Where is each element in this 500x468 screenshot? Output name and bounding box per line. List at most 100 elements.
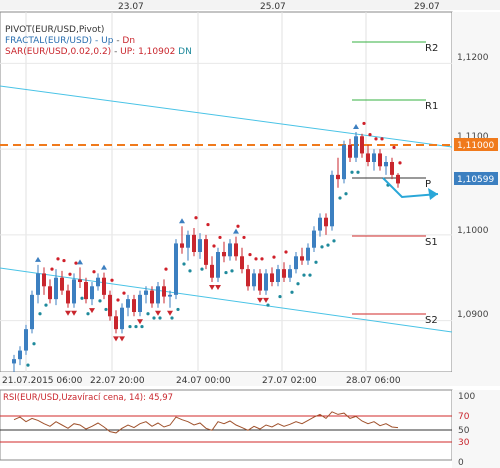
- candle-body: [246, 269, 250, 287]
- date-axis-label: 22.07 20:00: [90, 376, 145, 386]
- candle-body: [174, 243, 178, 295]
- sar-dot: [32, 342, 36, 346]
- rsi-panel[interactable]: [0, 389, 453, 461]
- candle-body: [102, 277, 106, 295]
- s2-label: S2: [425, 315, 438, 326]
- candle-body: [342, 144, 346, 180]
- sar-dot: [332, 239, 336, 243]
- horizontal-grid: [0, 62, 452, 322]
- sar-dot: [122, 291, 126, 295]
- sar-dot: [278, 294, 282, 299]
- candle-body: [168, 294, 172, 297]
- fractal-up-icon: [77, 259, 83, 265]
- fractal-legend: FRACTAL(EUR/USD) - Up - Dn: [5, 36, 135, 46]
- sar-dot: [272, 255, 276, 259]
- sar-dot: [92, 270, 96, 274]
- date-axis-label: 21.07.2015 06:00: [2, 376, 83, 386]
- sar-dot: [254, 257, 258, 261]
- lower-trendline[interactable]: [0, 267, 453, 333]
- candle-body: [390, 162, 394, 175]
- candle-body: [72, 279, 76, 304]
- sar-dot: [152, 316, 156, 320]
- arrow-head-icon: [428, 188, 438, 200]
- sar-dot: [398, 161, 402, 165]
- candle-body: [180, 243, 184, 248]
- candle-body: [126, 299, 130, 308]
- current-price-label: 1,10599: [457, 175, 494, 185]
- sar-dot: [296, 282, 300, 286]
- sar-dot: [290, 290, 294, 294]
- candle-body: [294, 256, 298, 270]
- fractal-up-icon: [233, 228, 239, 234]
- candle-body: [12, 359, 16, 364]
- fractal-down-icon: [113, 336, 119, 342]
- candle-body: [264, 273, 268, 291]
- fractal-sep: -: [95, 36, 101, 46]
- sar-legend: SAR(EUR/USD,0.02,0.2) - UP: 1,10902 DN: [5, 47, 192, 57]
- candle-body: [348, 144, 352, 158]
- sar-dot: [206, 222, 210, 227]
- sar-dot: [140, 324, 144, 329]
- sar-dot: [236, 224, 240, 228]
- fractal-down-icon: [167, 310, 173, 316]
- fractal-down-icon: [71, 310, 77, 316]
- date-axis-label: 24.07 00:00: [176, 376, 231, 386]
- sar-dot: [368, 132, 372, 137]
- candle-body: [198, 239, 202, 252]
- candle-body: [270, 273, 274, 282]
- sar-dot: [230, 269, 234, 273]
- sar-dot: [62, 258, 66, 263]
- top-date: 25.07: [260, 2, 286, 12]
- price-panel[interactable]: [0, 11, 453, 373]
- fractal-down-icon: [137, 319, 143, 325]
- candle-body: [318, 217, 322, 231]
- sar-dot: [260, 257, 264, 261]
- current-price-tag: [454, 172, 498, 185]
- candle-body: [336, 174, 340, 180]
- candle-body: [162, 286, 166, 297]
- sar-dot: [218, 235, 222, 240]
- candle-body: [18, 350, 22, 360]
- s1-label: S1: [425, 237, 438, 248]
- candle-body: [36, 273, 40, 295]
- candle-body: [114, 316, 118, 330]
- sar-dot: [98, 299, 102, 303]
- candle-body: [210, 264, 214, 278]
- top-date-strip: [0, 0, 500, 10]
- sar-dot: [146, 312, 150, 316]
- candle-body: [252, 273, 256, 287]
- candle-body: [312, 230, 316, 248]
- candle-body: [204, 239, 208, 265]
- candle-body: [366, 153, 370, 162]
- rsi-axis-label: 100: [458, 392, 475, 402]
- sar-dot: [110, 278, 114, 282]
- candle-body: [288, 269, 292, 278]
- p-label: P: [425, 179, 431, 190]
- sar-dot: [116, 298, 120, 302]
- sar-dot: [266, 303, 270, 307]
- price-axis[interactable]: [452, 12, 500, 372]
- upper-trendline[interactable]: [0, 85, 453, 148]
- candle-body: [228, 243, 232, 257]
- candle-body: [138, 294, 142, 312]
- sar-dot: [50, 267, 54, 271]
- candle-body: [78, 279, 82, 282]
- candle-body: [306, 247, 310, 261]
- date-axis-label: 27.07 02:00: [262, 376, 317, 386]
- candle-body: [300, 256, 304, 261]
- candle-body: [48, 286, 52, 300]
- candle-body: [240, 256, 244, 270]
- sar-dot: [158, 316, 162, 320]
- sar-dot: [344, 192, 348, 196]
- price-axis-label: 1,0900: [457, 310, 489, 320]
- candle-body: [120, 307, 124, 330]
- date-axis-label: 28.07 06:00: [346, 376, 401, 386]
- fractal-up-label: Up: [101, 36, 114, 46]
- sar-dot: [356, 170, 360, 174]
- date-axis[interactable]: [0, 372, 500, 386]
- sar-dot: [320, 245, 324, 249]
- candle-body: [354, 136, 358, 158]
- level-price-label: 1,11000: [457, 141, 494, 151]
- candle-body: [276, 269, 280, 282]
- candle-body: [60, 277, 64, 291]
